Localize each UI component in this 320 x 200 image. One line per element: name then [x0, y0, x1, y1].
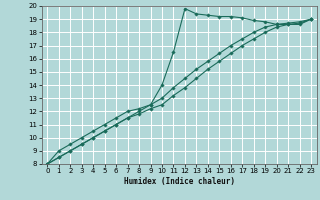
X-axis label: Humidex (Indice chaleur): Humidex (Indice chaleur) — [124, 177, 235, 186]
